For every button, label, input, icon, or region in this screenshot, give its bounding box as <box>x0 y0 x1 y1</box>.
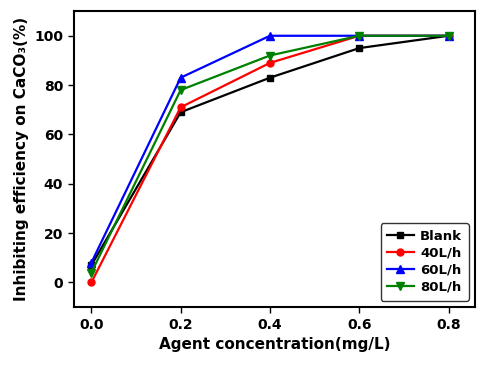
Blank <box>445 34 451 38</box>
60L/h <box>178 75 184 80</box>
Blank <box>356 46 362 50</box>
Line: 60L/h: 60L/h <box>87 31 453 267</box>
Blank <box>178 110 184 114</box>
Line: Blank: Blank <box>88 32 452 269</box>
60L/h <box>88 260 94 265</box>
80L/h <box>88 270 94 275</box>
80L/h <box>445 34 451 38</box>
Blank <box>267 75 273 80</box>
80L/h <box>356 34 362 38</box>
Line: 40L/h: 40L/h <box>88 32 452 286</box>
80L/h <box>267 53 273 58</box>
40L/h <box>267 61 273 65</box>
40L/h <box>445 34 451 38</box>
60L/h <box>267 34 273 38</box>
Blank <box>88 263 94 268</box>
X-axis label: Agent concentration(mg/L): Agent concentration(mg/L) <box>159 337 390 352</box>
60L/h <box>356 34 362 38</box>
40L/h <box>356 34 362 38</box>
60L/h <box>445 34 451 38</box>
40L/h <box>88 280 94 285</box>
40L/h <box>178 105 184 110</box>
Line: 80L/h: 80L/h <box>87 31 453 277</box>
Y-axis label: Inhibiting efficiency on CaCO₃(%): Inhibiting efficiency on CaCO₃(%) <box>14 17 28 301</box>
80L/h <box>178 88 184 92</box>
Legend: Blank, 40L/h, 60L/h, 80L/h: Blank, 40L/h, 60L/h, 80L/h <box>381 223 469 300</box>
